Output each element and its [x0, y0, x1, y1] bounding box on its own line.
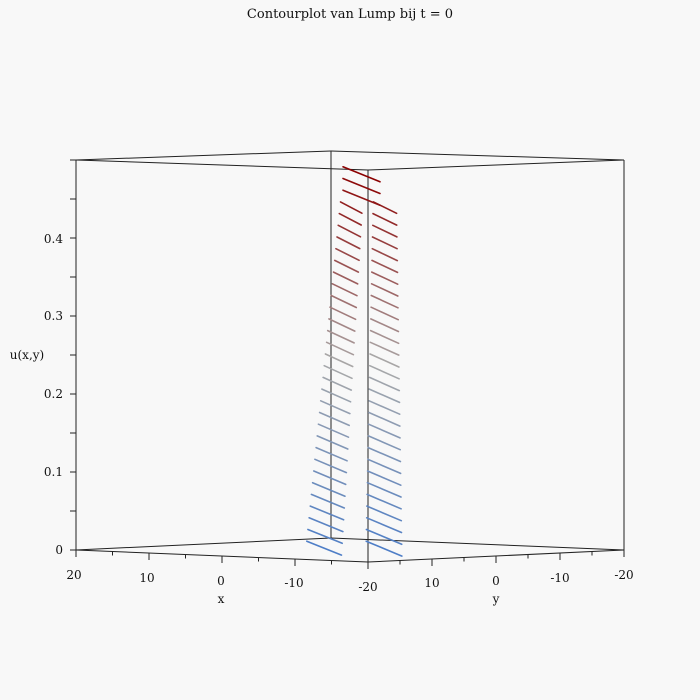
contour-line	[330, 294, 358, 309]
axis-ticks	[70, 159, 625, 569]
contour-line	[342, 166, 381, 183]
x-tick-label: 10	[139, 571, 154, 585]
contour-line	[318, 411, 351, 427]
box-edge-bottom-back-right	[330, 537, 625, 551]
plot-box	[75, 150, 625, 563]
contour-line	[319, 399, 351, 415]
contour-line	[336, 236, 361, 250]
contour-line	[332, 271, 359, 285]
z-tick-label: 0.4	[44, 232, 63, 246]
contour-lines	[305, 166, 403, 557]
contour-line	[326, 329, 355, 344]
contour-line	[308, 516, 344, 533]
box-edge-top-right	[330, 150, 625, 161]
contour-line	[371, 259, 399, 274]
contour-line	[333, 259, 360, 273]
contour-line	[368, 364, 400, 380]
y-tick-label: -10	[550, 571, 569, 585]
y-tick-label: 10	[424, 576, 439, 590]
x-tick-label: 20	[66, 568, 81, 582]
contour-line	[367, 458, 402, 475]
box-edge-top-front-right	[367, 159, 625, 171]
contour-line	[317, 423, 350, 439]
contour-line	[316, 435, 349, 450]
contour-line	[339, 201, 363, 214]
contour-line	[311, 481, 346, 498]
x-tick-label: -20	[358, 580, 377, 594]
x-tick-label: -10	[284, 576, 303, 590]
contour-line	[368, 376, 401, 392]
z-tick-label: 0	[55, 543, 63, 557]
contour-line	[314, 458, 348, 474]
x-tick-label: 0	[217, 574, 225, 588]
contour-line	[365, 516, 403, 534]
contour-line	[368, 411, 401, 427]
x-axis-label: x	[218, 592, 225, 606]
contour-line	[365, 528, 403, 546]
box-edge-top-front-left	[75, 159, 369, 171]
contour-line	[309, 505, 345, 521]
contour-line	[370, 271, 399, 286]
contour-line	[328, 318, 356, 332]
contour-line	[367, 435, 402, 451]
contour-line	[367, 423, 401, 439]
contour-line	[369, 341, 400, 356]
contour-line	[366, 481, 402, 498]
contour-line	[315, 446, 348, 462]
z-tick-label: 0.2	[44, 387, 63, 401]
contour-line	[342, 177, 381, 195]
contour-line	[365, 540, 403, 557]
box-edge-bottom-back-left	[75, 537, 332, 551]
contour-line	[368, 388, 401, 404]
contour-line	[325, 341, 355, 356]
y-tick-label: 0	[492, 574, 500, 588]
contour-line	[324, 353, 354, 368]
contour-line	[369, 329, 400, 345]
z-axis-label: u(x,y)	[10, 348, 44, 362]
z-axis: 0 0.1 0.2 0.3 0.4 u(x,y)	[10, 232, 64, 557]
contour-line	[370, 282, 399, 297]
y-tick-label: -20	[614, 568, 633, 582]
z-tick-label: 0.3	[44, 309, 63, 323]
y-axis-label: y	[492, 592, 500, 606]
contour-line	[366, 505, 403, 522]
contour-line	[342, 189, 381, 206]
contour-line	[367, 446, 402, 463]
y-axis: 10 0 -10 -20 y	[424, 568, 633, 606]
contour-line	[371, 224, 398, 238]
contour-line	[337, 224, 362, 238]
z-tick-label: 0.1	[44, 465, 63, 479]
contour-line	[322, 376, 353, 391]
contour-line	[366, 470, 402, 487]
x-axis: 20 10 0 -10 -20 x	[66, 568, 377, 606]
contour-line	[338, 212, 363, 226]
contour-line	[368, 399, 401, 416]
contour-line	[366, 493, 402, 510]
contour-line	[369, 318, 400, 333]
contour-line	[329, 306, 357, 321]
contour-line	[331, 282, 358, 297]
contour-line	[307, 528, 344, 545]
contour-line	[310, 493, 346, 509]
contour-line	[371, 247, 399, 262]
contour-line	[305, 540, 343, 556]
contour-line	[369, 353, 400, 368]
contour-line	[370, 306, 400, 321]
contour-line	[323, 364, 353, 380]
contour-line	[312, 470, 347, 486]
box-edge-top-left	[75, 150, 332, 161]
contour-line	[335, 247, 360, 262]
contour-line	[370, 294, 399, 309]
contour-line	[371, 236, 398, 250]
contour-line	[321, 388, 352, 403]
contour-line	[372, 212, 398, 226]
chart-title: Contourplot van Lump bij t = 0	[247, 7, 453, 22]
